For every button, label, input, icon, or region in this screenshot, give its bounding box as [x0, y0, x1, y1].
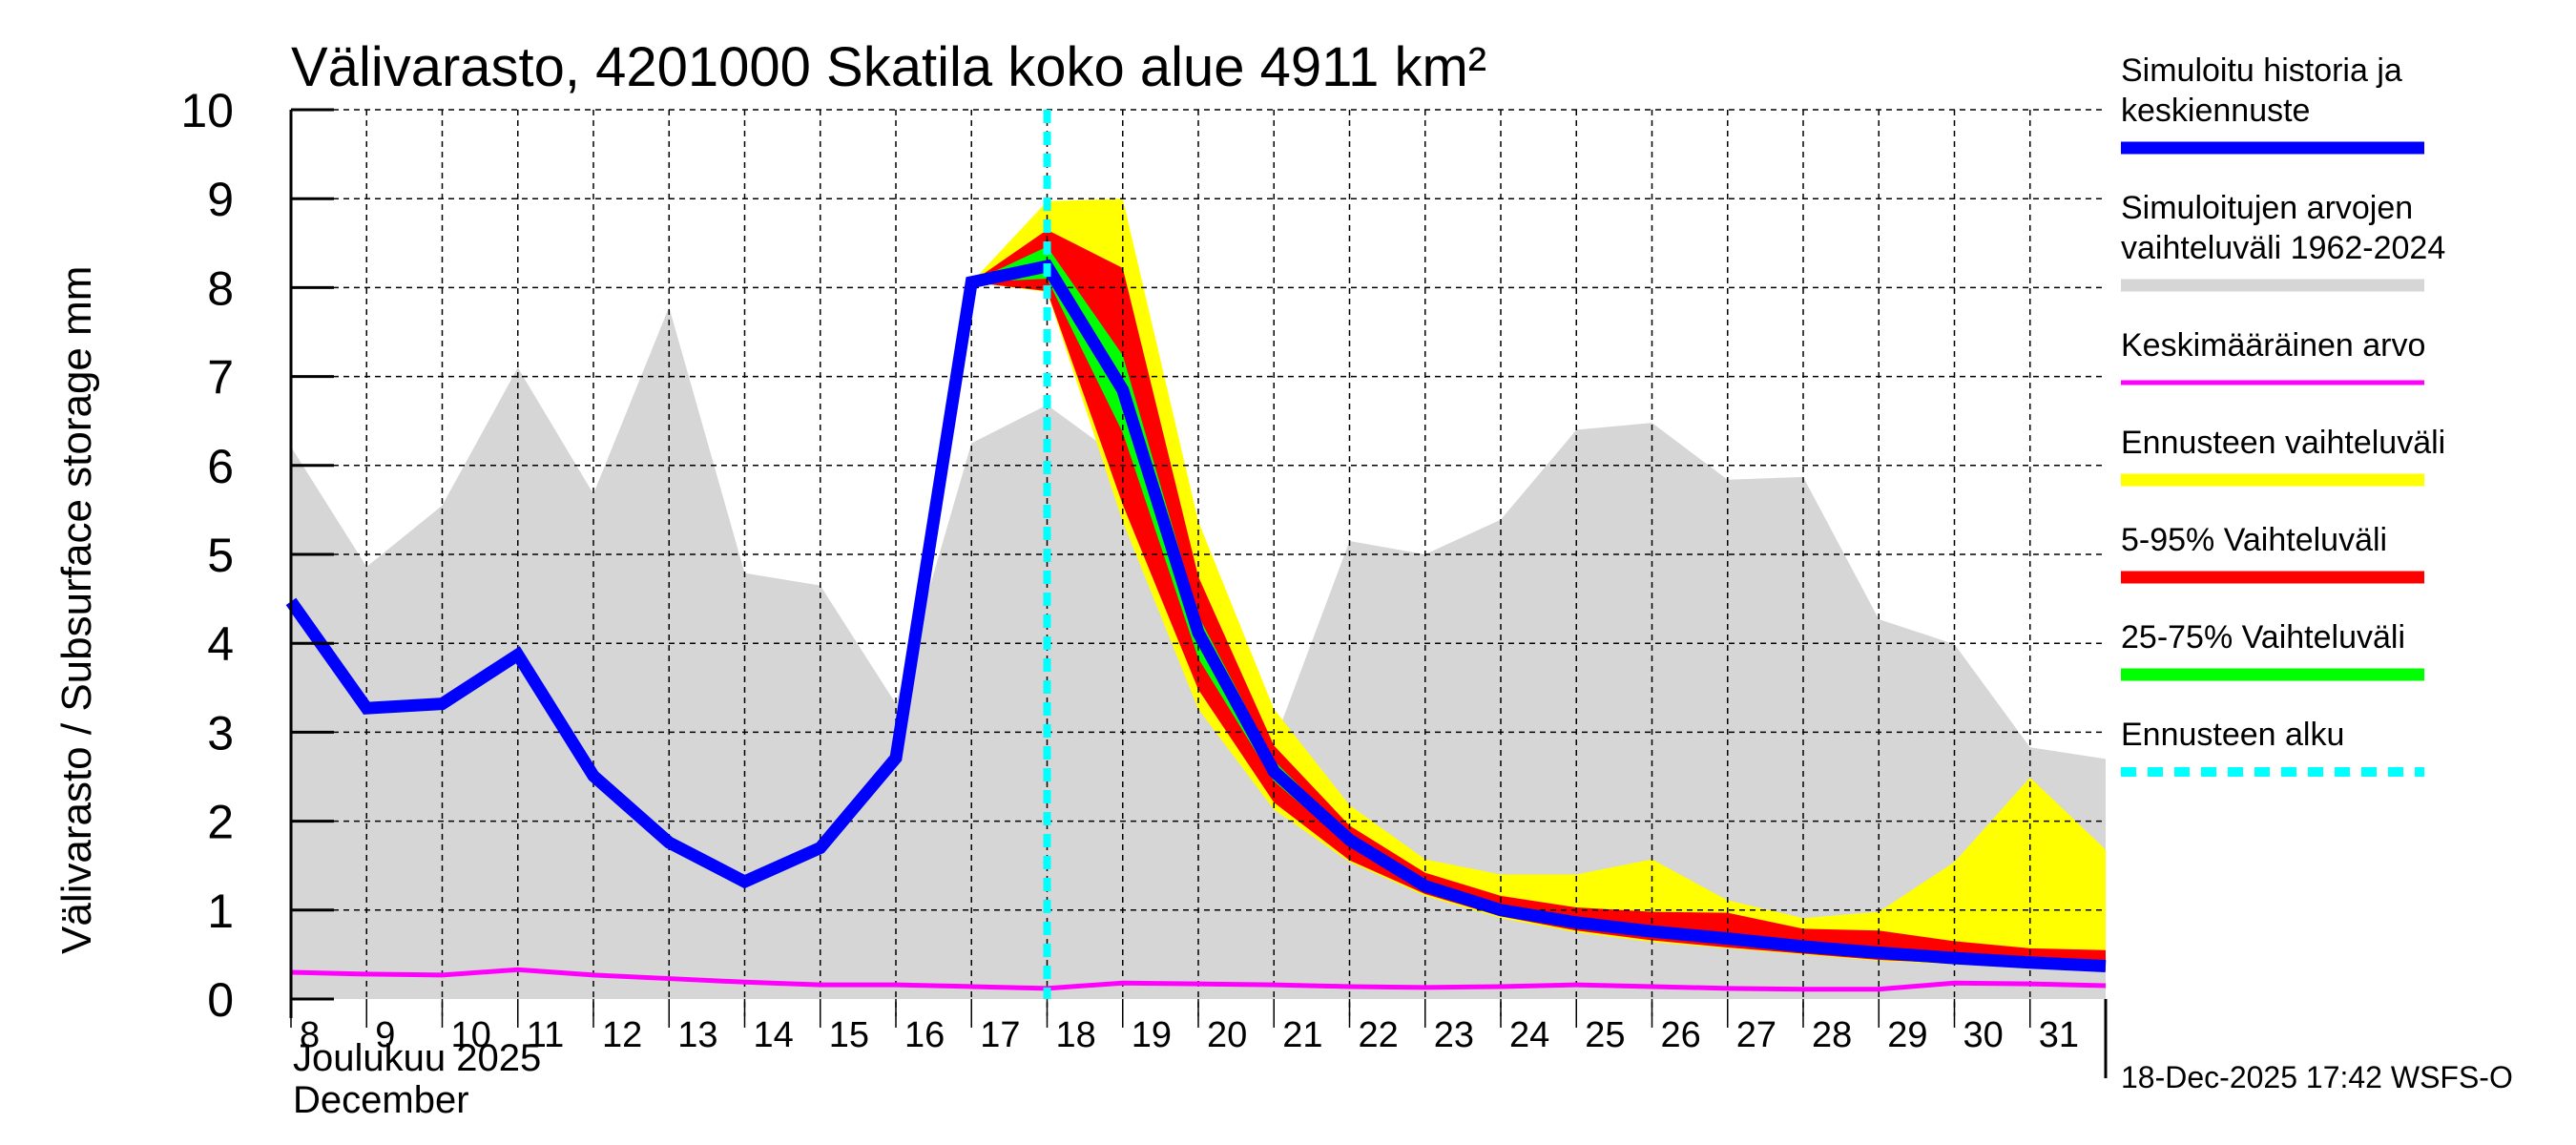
x-tick-label: 18 [1056, 1015, 1096, 1055]
x-tick-label: 26 [1661, 1015, 1701, 1055]
legend-item-25-75-vaihteluv-li: 25-75% Vaihteluväli [2121, 619, 2424, 681]
grid [291, 109, 2106, 1016]
x-tick-label: 27 [1736, 1015, 1776, 1055]
x-axis-month-label-en: December [293, 1079, 469, 1121]
x-tick-label: 12 [602, 1015, 642, 1055]
y-tick-label: 3 [207, 706, 234, 760]
axes [289, 108, 2108, 1078]
legend-label: Ennusteen vaihteluväli [2121, 425, 2445, 461]
y-axis-label: Välivarasto / Subsurface storage mm [53, 266, 100, 954]
x-tick-label: 30 [1963, 1015, 2004, 1055]
legend: Simuloitu historia jakeskiennusteSimuloi… [2121, 52, 2445, 777]
y-tick-label: 5 [207, 529, 234, 582]
x-tick-label: 22 [1359, 1015, 1399, 1055]
legend-item-keskim-r-inen-arvo: Keskimääräinen arvo [2121, 327, 2425, 385]
y-tick-label: 7 [207, 351, 234, 405]
x-tick-label: 16 [904, 1015, 945, 1055]
band-ennusteen-vaihteluv-li [971, 198, 2106, 972]
x-tick-label: 20 [1207, 1015, 1247, 1055]
x-tick-label: 17 [980, 1015, 1020, 1055]
y-tick-label: 9 [207, 173, 234, 226]
legend-label: Ennusteen alku [2121, 717, 2344, 753]
line-keskim-r-inen-arvo [290, 967, 2107, 992]
x-tick-label: 25 [1585, 1015, 1625, 1055]
x-tick-label: 31 [2039, 1015, 2079, 1055]
legend-label: vaihteluväli 1962-2024 [2121, 230, 2445, 266]
y-tick-label: 6 [207, 440, 234, 493]
x-tick-label: 15 [829, 1015, 869, 1055]
x-tick-label: 10 [451, 1015, 491, 1055]
legend-label: keskiennuste [2121, 93, 2310, 129]
x-axis-month-label: Joulukuu 2025 [293, 1037, 541, 1079]
legend-label: 25-75% Vaihteluväli [2121, 619, 2405, 656]
x-tick-labels: 8 9 10 11 12 13 14 15 16 17 18 19 20 21 22 23 24 25 26 27 28… [300, 1015, 2079, 1055]
legend-item-ennusteen-vaihteluv-li: Ennusteen vaihteluväli [2121, 425, 2445, 487]
legend-label: Simuloitujen arvojen [2121, 190, 2413, 226]
line-simuloitu-historia-ja-keskiennuste [285, 259, 2107, 973]
legend-label: Keskimääräinen arvo [2121, 327, 2425, 364]
x-tick-label: 11 [527, 1015, 564, 1055]
footer-timestamp: 18-Dec-2025 17:42 WSFS-O [2121, 1060, 2513, 1094]
x-tick-label: 24 [1509, 1015, 1549, 1055]
x-tick-label: 14 [754, 1015, 794, 1055]
plot-lines [285, 110, 2107, 999]
x-tick-label: 28 [1812, 1015, 1852, 1055]
x-tick-label: 21 [1282, 1015, 1322, 1055]
legend-item-simuloitujen-arvojen-vaihteluv-li-1962-2024: Simuloitujen arvojen vaihteluväli 1962-20… [2121, 190, 2445, 292]
chart-title: Välivarasto, 4201000 Skatila koko alue 4… [291, 36, 1486, 98]
y-tick-label: 0 [207, 973, 234, 1027]
x-tick-label: 13 [677, 1015, 717, 1055]
y-tick-label: 1 [207, 885, 234, 938]
legend-item-ennusteen-alku: Ennusteen alku [2121, 717, 2424, 777]
y-tick-label: 4 [207, 617, 234, 671]
y-tick-label: 8 [207, 261, 234, 315]
legend-label: 5-95% Vaihteluväli [2121, 522, 2387, 558]
x-tick-label: 23 [1434, 1015, 1474, 1055]
legend-label: Simuloitu historia ja [2121, 52, 2402, 89]
x-tick-label: 29 [1887, 1015, 1927, 1055]
y-tick-labels: 0 1 2 3 4 5 6 7 8 9 10 [180, 84, 234, 1027]
legend-item-5-95-vaihteluv-li: 5-95% Vaihteluväli [2121, 522, 2424, 584]
y-tick-label: 2 [207, 796, 234, 849]
x-tick-label: 9 [375, 1015, 395, 1055]
y-tick-label: 10 [180, 84, 234, 137]
legend-item-simuloitu-historia-ja-keskiennuste: Simuloitu historia ja keskiennuste [2121, 52, 2424, 155]
x-tick-label: 8 [300, 1015, 320, 1055]
x-tick-label: 19 [1132, 1015, 1172, 1055]
